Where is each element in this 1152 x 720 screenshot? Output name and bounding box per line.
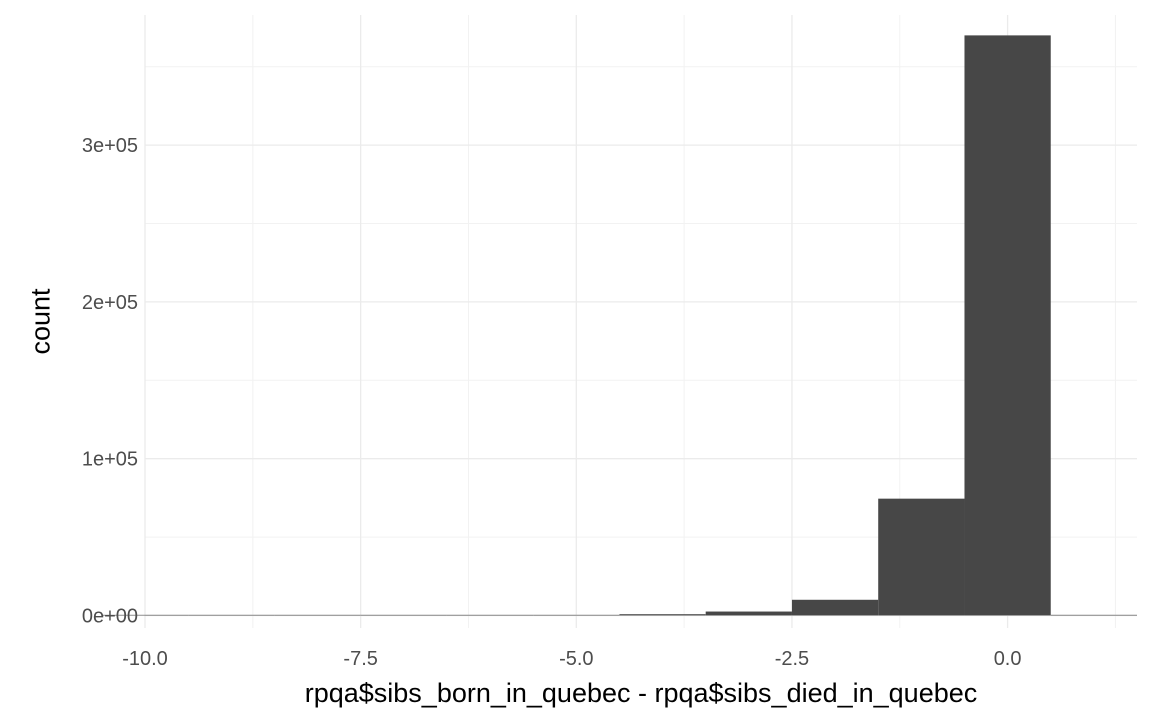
histogram-bar — [619, 614, 706, 616]
x-tick-label: -2.5 — [775, 648, 809, 670]
histogram-bar — [274, 614, 361, 616]
histogram-bar — [878, 498, 965, 616]
histogram-bar — [964, 35, 1051, 616]
x-tick-label: -10.0 — [122, 648, 168, 670]
x-axis-tick-labels: -10.0 -7.5 -5.0 -2.5 0.0 — [122, 648, 1021, 670]
y-tick-label: 2e+05 — [82, 292, 138, 314]
histogram-bar — [446, 614, 534, 616]
x-axis-title: rpqa$sibs_born_in_quebec - rpqa$sibs_die… — [305, 678, 978, 708]
x-tick-label: -7.5 — [343, 648, 377, 670]
histogram-bar — [360, 614, 447, 616]
histogram-bar — [533, 614, 620, 616]
y-axis-title: count — [25, 288, 55, 355]
histogram-bar — [1050, 614, 1137, 616]
histogram-bar — [791, 599, 879, 616]
y-tick-label: 0e+00 — [82, 605, 138, 627]
y-tick-label: 3e+05 — [82, 135, 138, 157]
histogram-bars — [101, 35, 1137, 616]
x-tick-label: 0.0 — [994, 648, 1022, 670]
histogram-bar — [188, 614, 275, 616]
y-tick-label: 1e+05 — [82, 449, 138, 471]
histogram-bar — [705, 611, 792, 616]
x-tick-label: -5.0 — [559, 648, 593, 670]
y-axis-tick-labels: 0e+00 1e+05 2e+05 3e+05 — [82, 135, 138, 627]
histogram-bar — [101, 614, 189, 616]
